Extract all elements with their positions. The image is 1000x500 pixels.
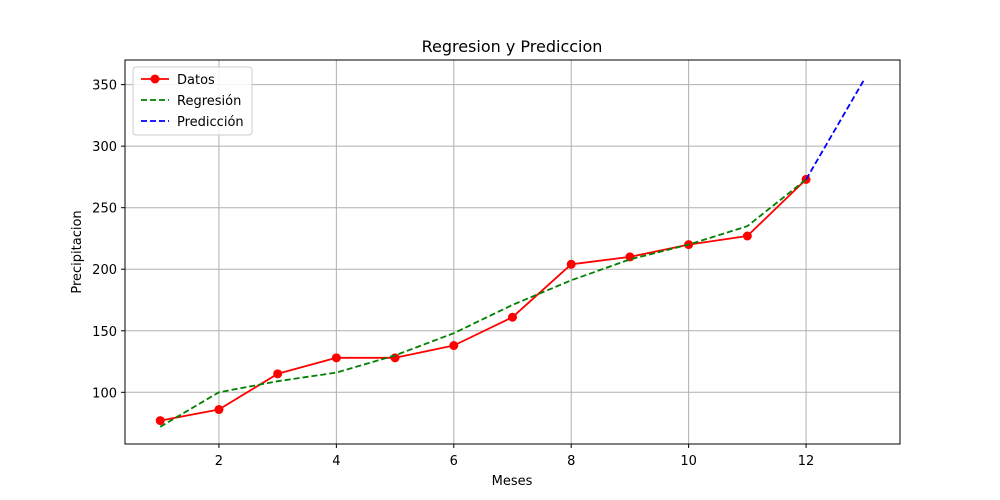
data-point-datos xyxy=(273,369,283,379)
x-tick-label: 8 xyxy=(567,454,575,469)
data-point-datos xyxy=(214,405,224,415)
x-tick-label: 12 xyxy=(798,454,815,469)
series-line-prediccion xyxy=(805,78,866,180)
legend-marker-datos xyxy=(150,74,160,84)
y-tick-label: 100 xyxy=(92,386,117,401)
series-group xyxy=(155,78,866,428)
legend-label-regresion: Regresión xyxy=(177,94,241,109)
plot-area-frame xyxy=(124,59,901,445)
data-point-datos xyxy=(508,312,517,322)
x-tick-label: 4 xyxy=(332,454,340,469)
chart-title: Regresion y Prediccion xyxy=(422,37,603,56)
data-point-datos xyxy=(742,231,752,241)
y-tick-label: 250 xyxy=(92,202,117,217)
data-point-datos xyxy=(449,341,459,351)
x-tick-label: 2 xyxy=(215,454,223,469)
series-line-regresion xyxy=(159,178,807,428)
data-point-datos xyxy=(566,259,576,269)
data-point-datos xyxy=(155,416,165,426)
y-tick-label: 350 xyxy=(92,79,117,94)
y-tick-label: 300 xyxy=(92,140,117,155)
y-tick-label: 150 xyxy=(92,325,117,340)
axis-ticks: 2 4 6 8 10 12 100 150 200 250 300 350 xyxy=(92,79,814,469)
y-tick-label: 200 xyxy=(92,263,117,278)
x-tick-label: 6 xyxy=(450,454,458,469)
legend-box xyxy=(132,66,253,136)
legend-label-prediccion: Predicción xyxy=(177,115,244,130)
y-axis-title: Precipitacion xyxy=(70,210,85,293)
x-tick-label: 10 xyxy=(680,454,697,469)
x-axis-title: Meses xyxy=(492,474,533,489)
series-line-datos xyxy=(160,178,807,422)
grid xyxy=(125,60,900,444)
legend: Datos Regresión Predicción xyxy=(132,66,253,136)
data-point-datos xyxy=(331,353,341,363)
legend-label-datos: Datos xyxy=(177,73,215,88)
